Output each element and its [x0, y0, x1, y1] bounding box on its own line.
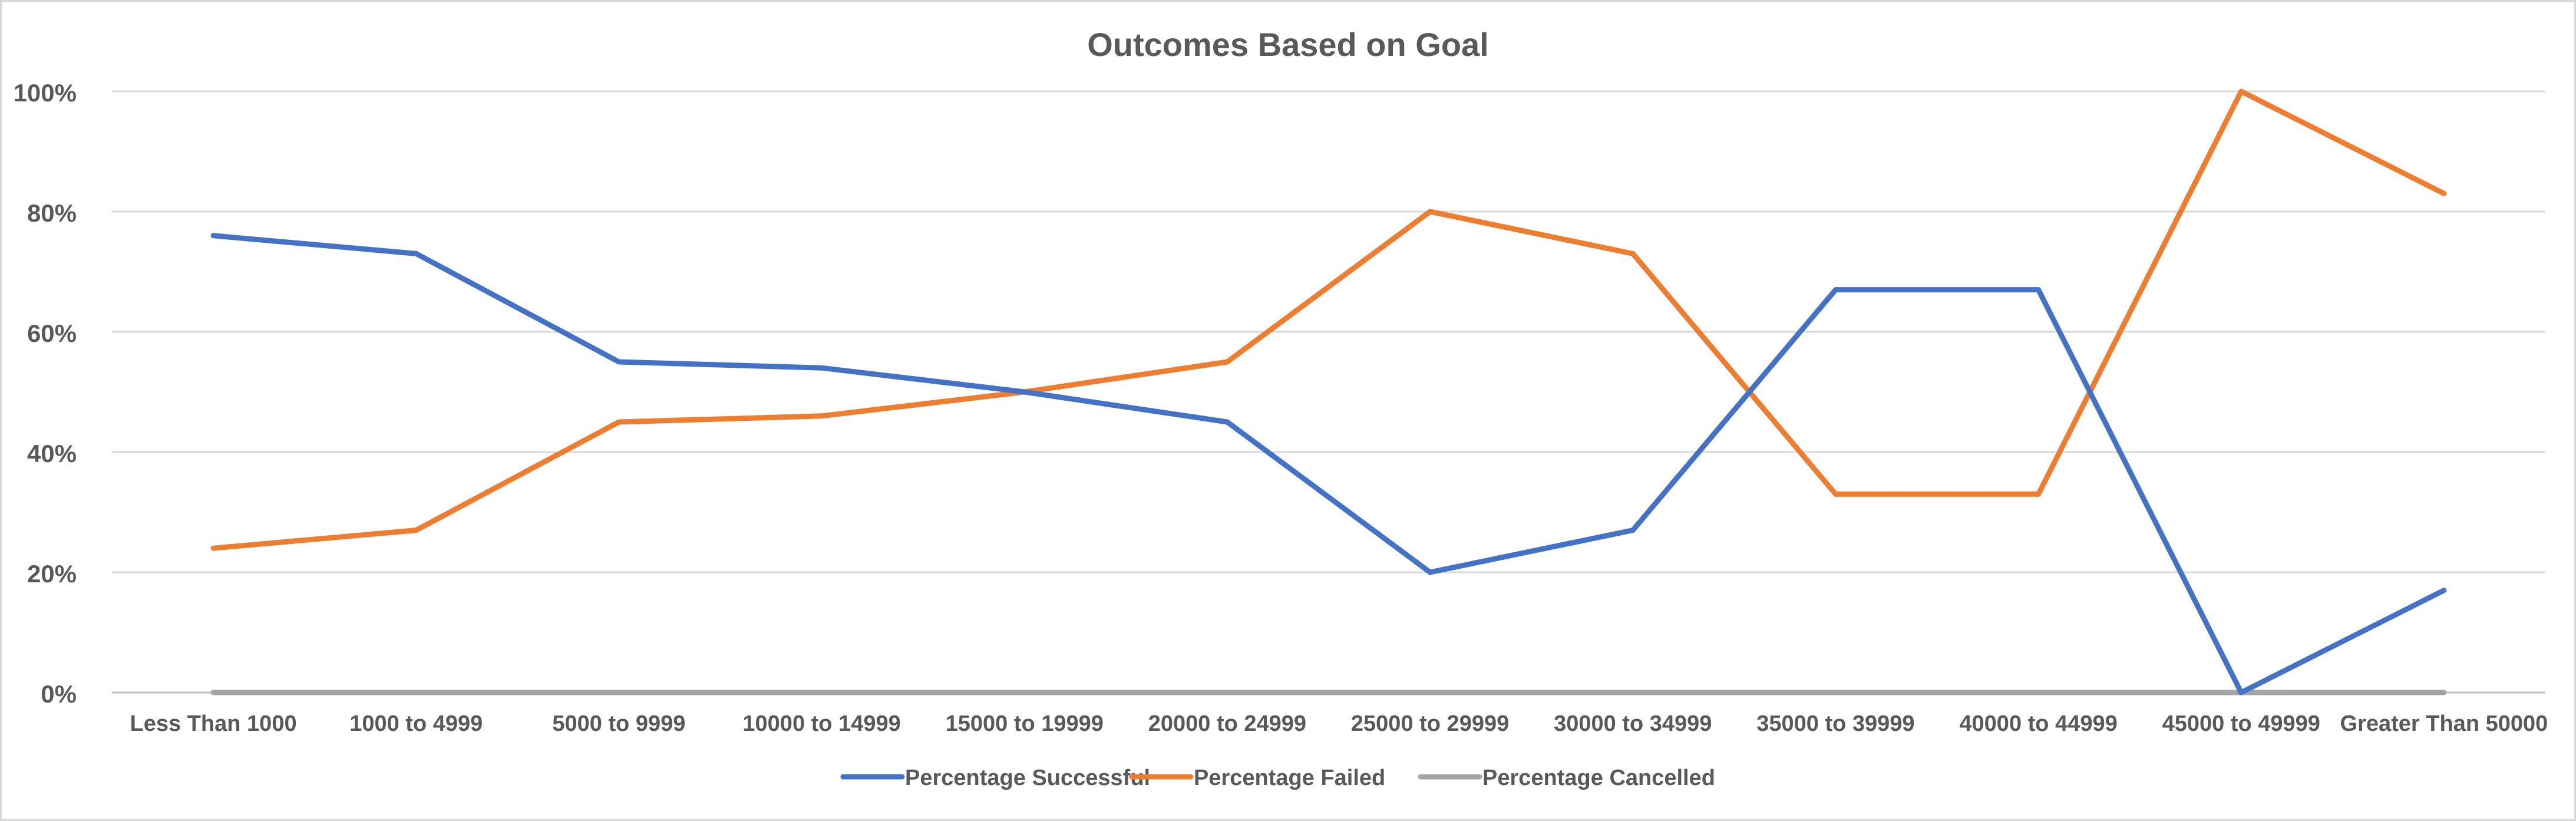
y-tick-label: 80% — [27, 199, 77, 227]
x-tick-label: Greater Than 50000 — [2340, 711, 2548, 736]
y-tick-label: 100% — [14, 79, 77, 107]
series-line-percentage-successful — [210, 233, 2447, 695]
y-tick-label: 0% — [41, 680, 77, 708]
y-tick-label: 40% — [27, 440, 77, 467]
x-tick-label: Less Than 1000 — [130, 711, 297, 736]
x-tick-label: 1000 to 4999 — [349, 711, 483, 736]
x-tick-label: 15000 to 19999 — [946, 711, 1104, 736]
legend-label: Percentage Cancelled — [1482, 766, 1715, 790]
y-tick-label: 60% — [27, 319, 77, 347]
legend-label: Percentage Successful — [905, 766, 1150, 790]
chart-title: Outcomes Based on Goal — [1087, 26, 1489, 63]
x-tick-label: 35000 to 39999 — [1756, 711, 1914, 736]
legend-label: Percentage Failed — [1194, 766, 1385, 790]
y-tick-label: 20% — [27, 560, 77, 588]
series-line-percentage-failed — [210, 88, 2447, 551]
x-tick-label: 30000 to 34999 — [1554, 711, 1712, 736]
x-tick-label: 10000 to 14999 — [742, 711, 900, 736]
x-tick-label: 5000 to 9999 — [552, 711, 685, 736]
x-tick-label: 45000 to 49999 — [2162, 711, 2320, 736]
x-tick-label: 40000 to 44999 — [1959, 711, 2117, 736]
x-tick-label: 20000 to 24999 — [1148, 711, 1306, 736]
x-tick-label: 25000 to 29999 — [1351, 711, 1509, 736]
